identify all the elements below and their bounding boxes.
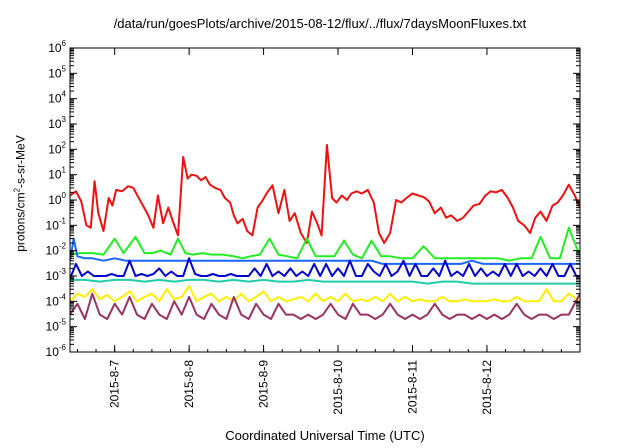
x-axis-label: Coordinated Universal Time (UTC) — [225, 428, 425, 443]
y-tick-label: 10-6 — [46, 343, 67, 359]
series-line-2 — [70, 226, 580, 262]
y-tick-label: 102 — [48, 140, 66, 156]
y-tick-label: 10-5 — [46, 318, 67, 334]
x-tick-label: 2015-8-11 — [405, 360, 419, 414]
x-tick-label: 2015-8-10 — [331, 360, 345, 415]
y-tick-label: 10-4 — [46, 292, 67, 308]
x-tick-label: 2015-8-8 — [182, 360, 196, 408]
y-tick-label: 104 — [48, 90, 66, 106]
y-tick-label: 101 — [48, 166, 66, 182]
x-tick-label: 2015-8-7 — [108, 360, 122, 408]
y-tick-label: 100 — [48, 191, 66, 207]
axis-layer: 10-6 10-5 10-4 10-3 10-2 10-1 100 101 102 103 104 1… — [46, 39, 580, 415]
series-line-3 — [70, 237, 580, 265]
y-tick-label: 106 — [48, 39, 66, 55]
series-line-1 — [70, 143, 580, 244]
y-tick-label: 10-2 — [46, 242, 67, 258]
x-tick-label: 2015-8-12 — [480, 360, 494, 415]
y-tick-label: 10-1 — [46, 216, 67, 232]
y-tick-label: 103 — [48, 115, 66, 131]
series-line-7 — [70, 292, 580, 320]
series-line-5 — [70, 278, 580, 285]
series-line-6 — [70, 285, 580, 303]
chart-title: /data/run/goesPlots/archive/2015-08-12/f… — [113, 16, 527, 31]
y-tick-label: 10-3 — [46, 267, 67, 283]
plot-frame — [69, 47, 581, 353]
series-line-4 — [70, 257, 580, 279]
y-tick-label: 105 — [48, 64, 66, 80]
x-tick-label: 2015-8-9 — [257, 360, 271, 408]
series-layer — [70, 143, 580, 320]
